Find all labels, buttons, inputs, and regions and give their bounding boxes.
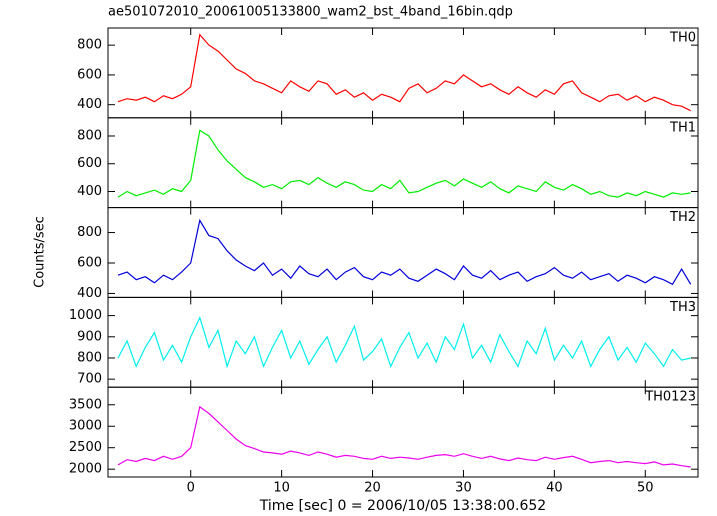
y-tick-label: 400: [77, 97, 102, 112]
x-axis-label: Time [sec] 0 = 2006/10/05 13:38:00.652: [259, 498, 546, 514]
panel-frame: [107, 117, 699, 209]
y-tick-label: 800: [77, 225, 102, 240]
x-tick-label: 0: [187, 481, 195, 496]
data-line: [117, 405, 691, 468]
x-tick-label: 20: [364, 481, 381, 496]
y-tick-label: 600: [77, 156, 102, 171]
y-tick-label: 3500: [69, 397, 102, 412]
y-tick-label: 900: [77, 329, 102, 344]
y-axis-label: Counts/sec: [33, 216, 48, 288]
data-line: [117, 316, 691, 369]
data-line: [117, 33, 691, 112]
x-tick-label: 30: [455, 481, 472, 496]
panel-label: TH0123: [644, 390, 696, 405]
panel-label: TH2: [669, 210, 696, 225]
y-tick-label: 3000: [69, 419, 102, 434]
y-tick-label: 1000: [69, 308, 102, 323]
y-tick-label: 400: [77, 286, 102, 301]
y-tick-label: 800: [77, 38, 102, 53]
panel-frame: [107, 207, 699, 298]
panel-label: TH1: [669, 120, 696, 135]
y-tick-label: 800: [77, 128, 102, 143]
x-tick-label: 10: [273, 481, 290, 496]
panel-label: TH0: [669, 31, 696, 46]
x-tick-label: 40: [546, 481, 563, 496]
y-tick-label: 600: [77, 256, 102, 271]
y-tick-label: 800: [77, 350, 102, 365]
y-tick-label: 2000: [69, 462, 102, 477]
panel-frame: [107, 27, 699, 119]
x-tick-label: 50: [637, 481, 654, 496]
panel-frame: [107, 386, 699, 478]
y-tick-label: 700: [77, 372, 102, 387]
data-line: [117, 129, 691, 198]
chart-title: ae501072010_20061005133800_wam2_bst_4ban…: [108, 5, 513, 20]
panel-label: TH3: [669, 300, 696, 315]
y-tick-label: 400: [77, 184, 102, 199]
data-line: [117, 218, 692, 286]
y-tick-label: 2500: [69, 440, 102, 455]
y-tick-label: 600: [77, 67, 102, 82]
